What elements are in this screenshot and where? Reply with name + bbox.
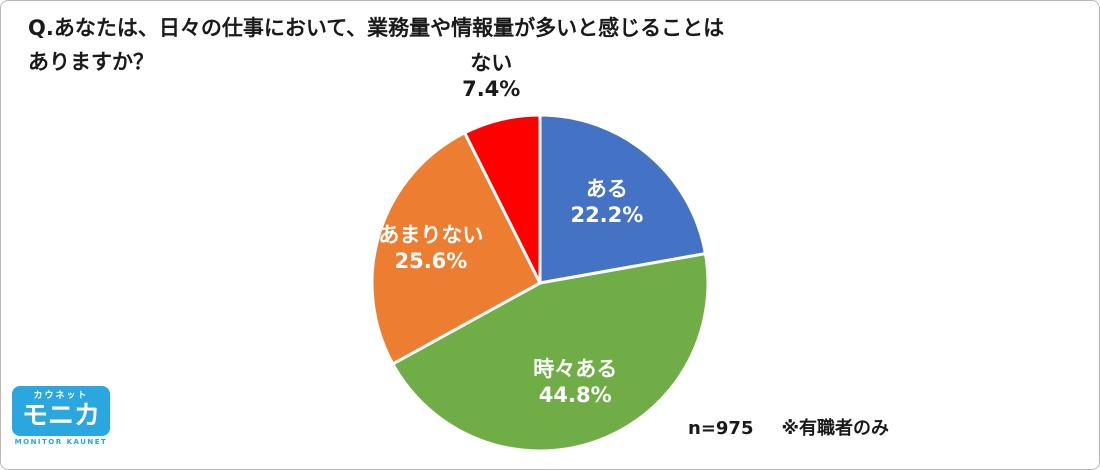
pie-label-2: あまりない 25.6% <box>378 223 483 273</box>
sample-size-note: n=975 ※有職者のみ <box>688 414 889 440</box>
pie-label-0: ある 22.2% <box>570 177 643 227</box>
title-line-2: ありますか？ <box>28 49 154 74</box>
sample-size: n=975 <box>688 418 754 439</box>
logo-kaunet-text: カウネット <box>12 386 110 402</box>
chart-question-title: Q.あなたは、日々の仕事において、業務量や情報量が多いと感じることは ありますか… <box>28 12 724 79</box>
title-line-1: Q.あなたは、日々の仕事において、業務量や情報量が多いと感じることは <box>28 16 725 40</box>
pie-label-1: 時々ある 44.8% <box>533 357 617 407</box>
pie-slice-2 <box>370 131 542 366</box>
population-note: ※有職者のみ <box>781 418 889 439</box>
monica-kaunet-logo: カウネット モニカ MONITOR KAUNET <box>12 386 110 446</box>
pie-label-3: ない 7.4% <box>462 51 520 101</box>
logo-monitor-kaunet-text: MONITOR KAUNET <box>14 437 108 446</box>
pie-slice-0 <box>538 113 707 285</box>
logo-monica-text: モニカ <box>12 401 110 436</box>
pie-slice-1 <box>391 252 710 453</box>
pie-slice-3 <box>463 113 542 285</box>
